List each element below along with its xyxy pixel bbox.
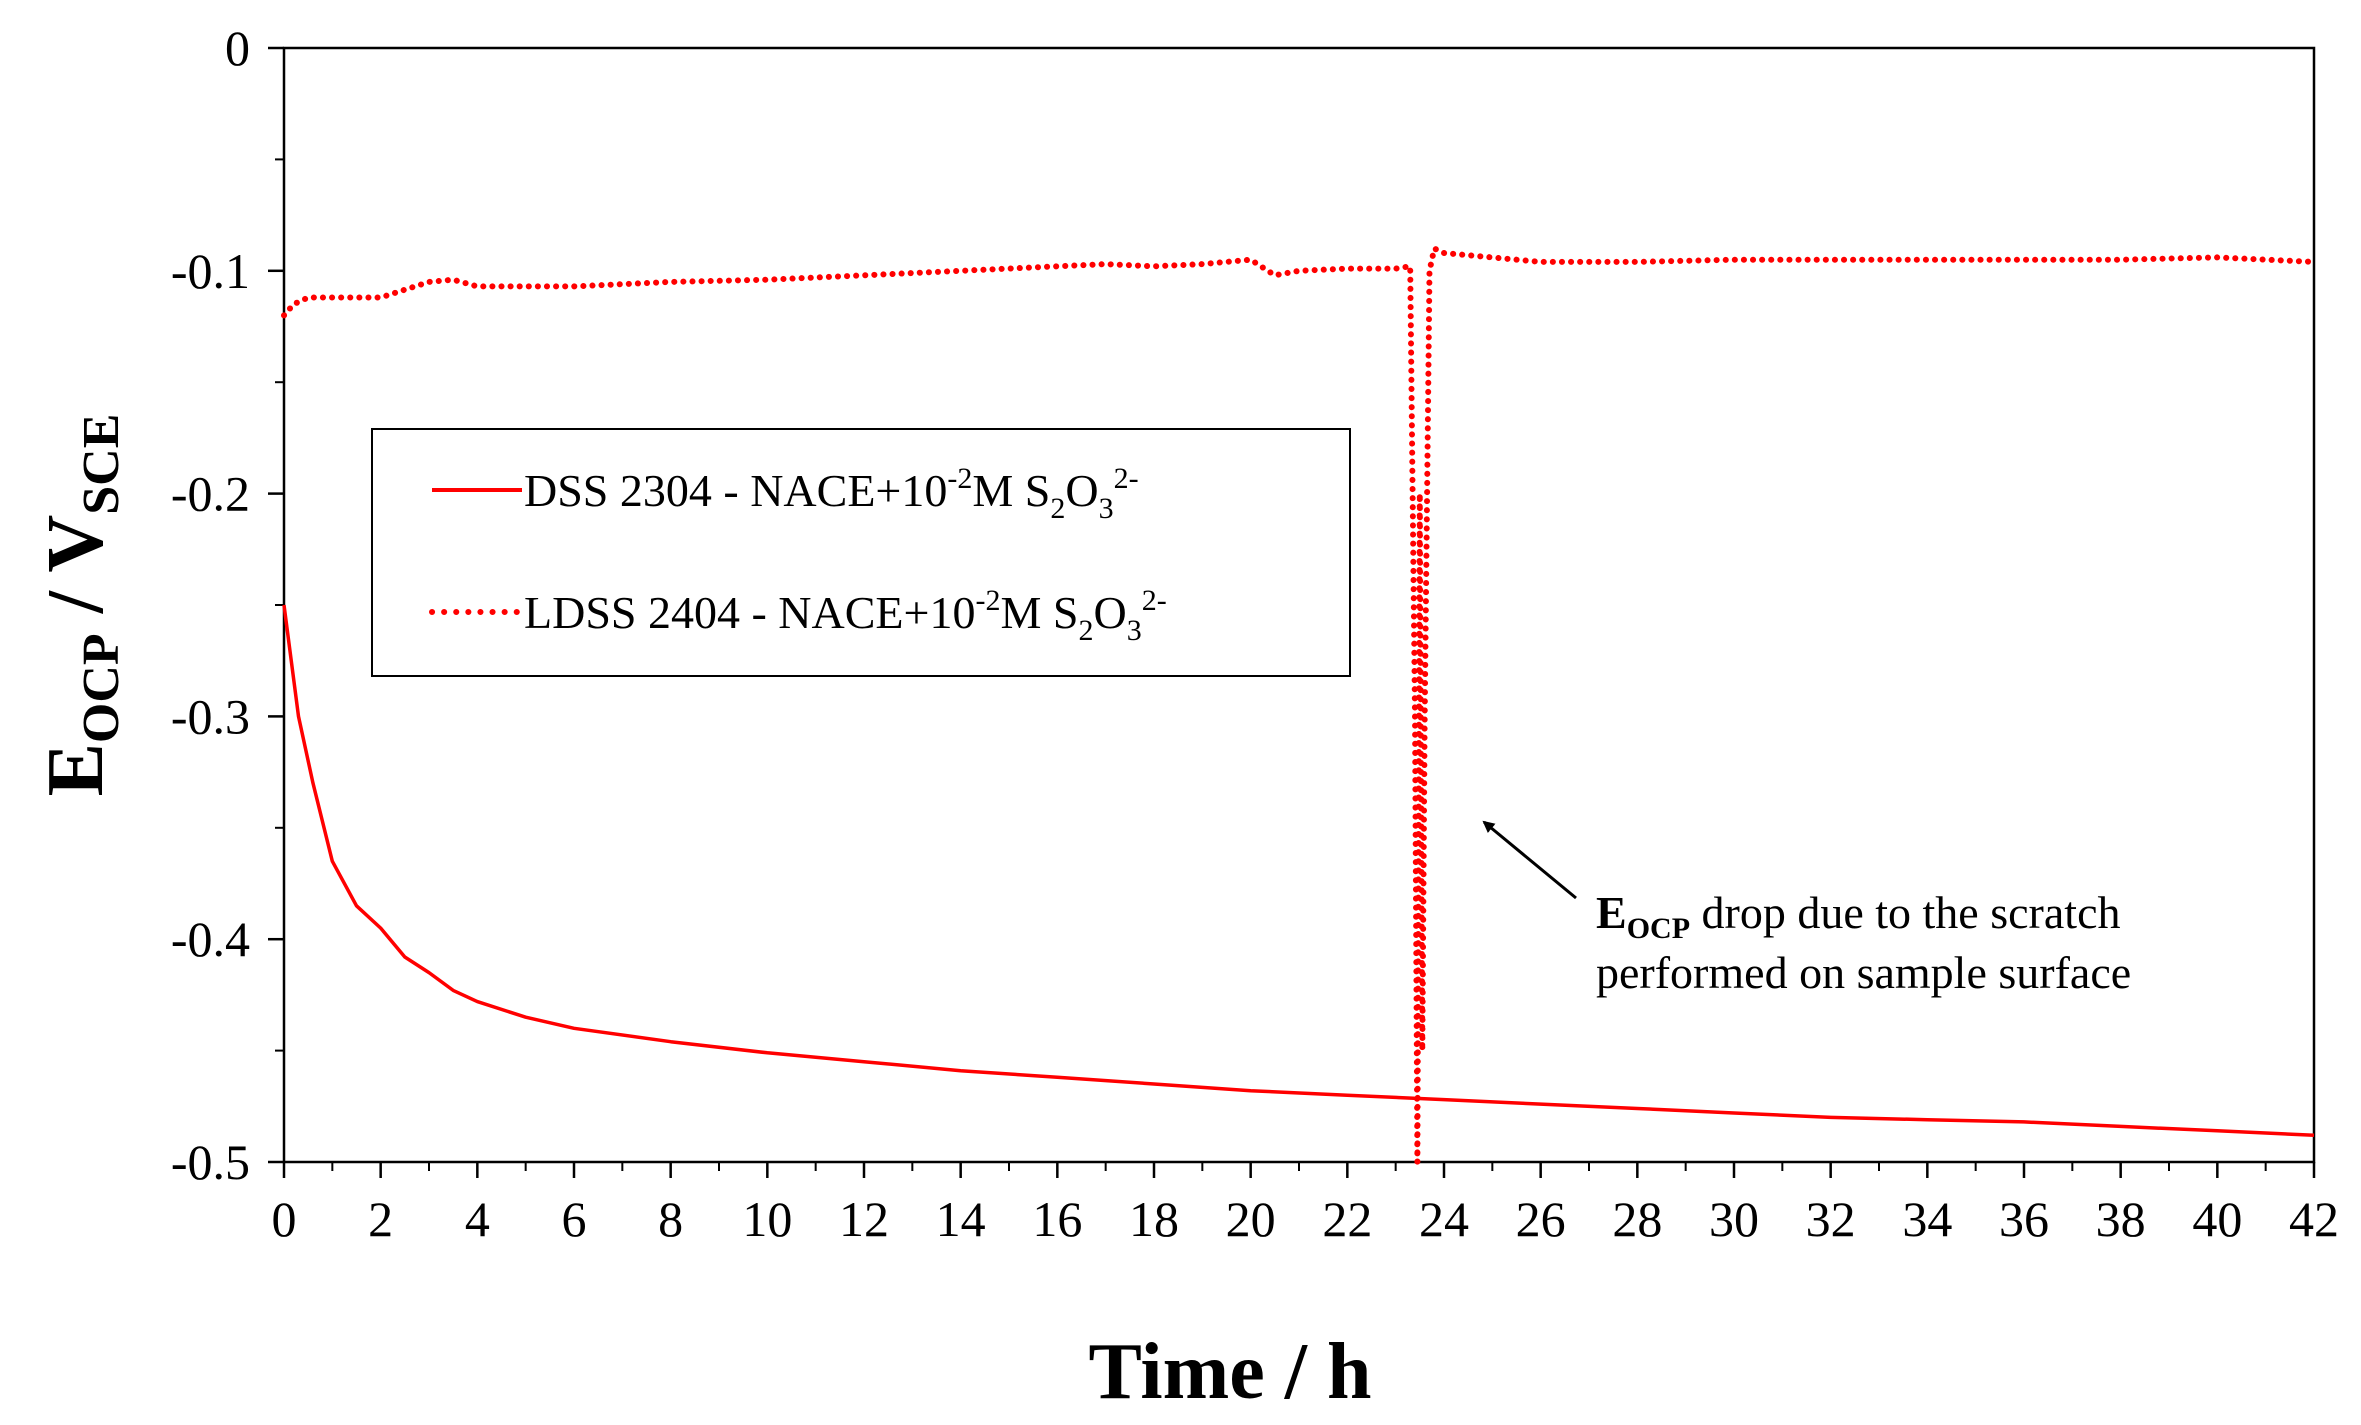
x-tick-label: 0 — [272, 1191, 297, 1247]
x-axis-ticks: 0 2 4 6 8 10 12 14 16 18 20 22 24 26 28 30 32 34 36 38 40 42 — [272, 1162, 2339, 1247]
series-ldss-2404-line — [281, 245, 2317, 1165]
y-tick-label: -0.4 — [171, 911, 250, 967]
y-tick-label: -0.3 — [171, 688, 250, 744]
annotation-line-1: EOCP drop due to the scratch — [1596, 887, 2120, 945]
x-tick-label: 34 — [1902, 1191, 1952, 1247]
legend-label-ldss: LDSS 2404 - NACE+10-2M S2O32- — [524, 584, 1167, 647]
x-tick-label: 14 — [936, 1191, 986, 1247]
x-tick-label: 38 — [2096, 1191, 2146, 1247]
x-tick-label: 8 — [658, 1191, 683, 1247]
legend-box — [371, 428, 1351, 677]
x-tick-label: 42 — [2289, 1191, 2339, 1247]
x-tick-label: 26 — [1516, 1191, 1566, 1247]
x-tick-label: 12 — [839, 1191, 889, 1247]
x-tick-label: 22 — [1322, 1191, 1372, 1247]
series-layer — [281, 245, 2317, 1165]
y-axis-title: EOCP / VSCE — [32, 414, 130, 797]
y-tick-label: -0.2 — [171, 466, 250, 522]
y-tick-label: -0.5 — [171, 1134, 250, 1190]
x-tick-label: 6 — [562, 1191, 587, 1247]
x-tick-label: 18 — [1129, 1191, 1179, 1247]
x-tick-label: 40 — [2192, 1191, 2242, 1247]
x-tick-label: 30 — [1709, 1191, 1759, 1247]
y-tick-label: -0.1 — [171, 243, 250, 299]
x-tick-label: 20 — [1226, 1191, 1276, 1247]
y-tick-label: 0 — [225, 20, 250, 76]
y-axis-ticks: 0 -0.1 -0.2 -0.3 -0.4 -0.5 — [171, 20, 284, 1190]
x-tick-label: 28 — [1612, 1191, 1662, 1247]
annotation-line-2: performed on sample surface — [1596, 947, 2131, 998]
x-tick-label: 24 — [1419, 1191, 1469, 1247]
x-tick-label: 36 — [1999, 1191, 2049, 1247]
x-tick-label: 10 — [742, 1191, 792, 1247]
x-axis-title: Time / h — [1088, 1328, 1371, 1416]
x-tick-label: 16 — [1032, 1191, 1082, 1247]
legend: DSS 2304 - NACE+10-2M S2O32- LDSS 2404 -… — [371, 428, 1351, 677]
x-tick-label: 32 — [1806, 1191, 1856, 1247]
x-tick-label: 4 — [465, 1191, 490, 1247]
x-tick-label: 2 — [368, 1191, 393, 1247]
series-dss-2304-line — [282, 604, 2315, 1138]
legend-label-dss: DSS 2304 - NACE+10-2M S2O32- — [524, 462, 1139, 525]
scratch-annotation: EOCP drop due to the scratch performed o… — [1482, 820, 2131, 998]
annotation-arrow — [1482, 820, 1577, 900]
